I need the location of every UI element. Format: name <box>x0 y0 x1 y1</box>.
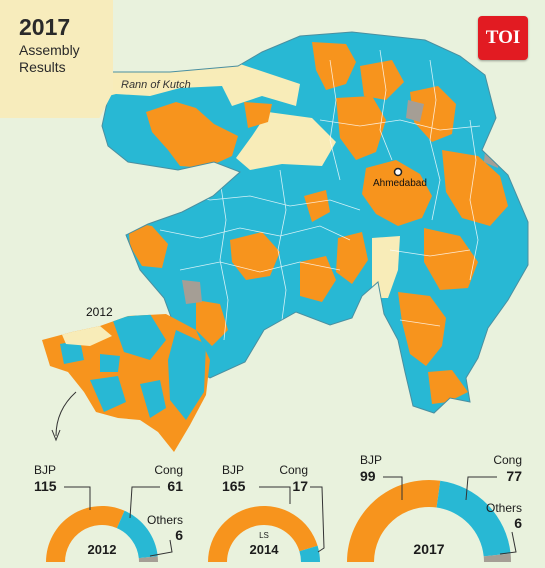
chart-2017-year-label: 2017 <box>413 541 444 557</box>
inset-arrow-head <box>51 429 61 442</box>
label-2017-bjp: BJP <box>360 453 382 467</box>
inset-year-label: 2012 <box>86 305 113 319</box>
chart-2012-slice-cong <box>116 510 158 559</box>
leader-line-4 <box>310 486 325 553</box>
chart-2017-slice-cong <box>436 480 511 557</box>
inset-cong-2 <box>168 330 206 420</box>
bjp-region-kutch-east <box>244 102 272 128</box>
value-2017-cong: 77 <box>506 468 522 484</box>
leader-line-1 <box>129 486 160 519</box>
value-2012-bjp: 115 <box>34 478 57 494</box>
bjp-region-bhavnagar <box>336 232 368 284</box>
bjp-region-misc <box>304 190 330 222</box>
leader-line-3 <box>259 486 291 504</box>
inset-cong-4 <box>140 380 166 418</box>
title-box <box>0 0 113 118</box>
bjp-region-kutch <box>146 102 238 168</box>
chart-2017-slice-others <box>483 553 511 562</box>
bjp-region-north <box>312 42 356 90</box>
chart-2014-year-label: 2014 <box>250 542 280 557</box>
leader-line-2 <box>149 539 173 557</box>
inset-cong-5 <box>60 340 84 364</box>
leader-line-5 <box>383 476 403 500</box>
ahmedabad-label: Ahmedabad <box>373 178 427 189</box>
main-map-outline <box>101 31 529 414</box>
chart-2014-slice-cong <box>299 545 320 562</box>
bjp-region-north2 <box>360 60 404 100</box>
inset-cong-3 <box>90 376 126 412</box>
ahmedabad-marker <box>393 167 403 177</box>
gulf-area <box>236 112 336 170</box>
bjp-region-south <box>398 292 446 366</box>
inset-cong-1 <box>112 314 166 360</box>
leader-line-0 <box>64 486 91 510</box>
bjp-region-east2 <box>442 150 508 226</box>
others-region-2 <box>406 100 424 122</box>
rann-of-kutch-label: Rann of Kutch <box>121 79 191 91</box>
value-2012-cong: 61 <box>167 478 183 494</box>
coastal-strip <box>372 236 400 298</box>
bjp-region-ahmedabad <box>362 160 432 226</box>
label-2017-cong: Cong <box>493 453 522 467</box>
title-line2: Results <box>19 59 66 75</box>
label-2012-others: Others <box>147 513 183 527</box>
others-region-1 <box>182 280 202 304</box>
value-2017-others: 6 <box>514 515 522 531</box>
label-2012-cong: Cong <box>154 463 183 477</box>
label-2014-cong: Cong <box>279 463 308 477</box>
value-2012-others: 6 <box>175 527 183 543</box>
title-line1: Assembly <box>19 42 80 58</box>
title-year: 2017 <box>19 14 71 40</box>
chart-2012-slice-bjp <box>46 505 125 562</box>
bjp-region-east3 <box>424 228 478 290</box>
leader-line-7 <box>499 531 517 555</box>
bjp-region-south-coast <box>196 300 228 346</box>
bjp-region-central <box>336 96 386 160</box>
toi-logo: TOI <box>478 16 528 60</box>
bjp-region-east <box>410 86 456 142</box>
value-2014-cong: 17 <box>292 478 308 494</box>
chart-2012-year-label: 2012 <box>88 542 117 557</box>
label-2012-bjp: BJP <box>34 463 56 477</box>
chart-2017-slice-bjp <box>346 480 441 562</box>
leader-line-6 <box>465 476 497 501</box>
label-2017-others: Others <box>486 501 522 515</box>
value-2017-bjp: 99 <box>360 468 376 484</box>
inset-cong-6 <box>100 354 120 372</box>
chart-2012-slice-others <box>138 556 158 562</box>
bjp-region-south2 <box>428 370 468 404</box>
inset-arrow <box>55 391 77 437</box>
bjp-region-saurashtra-w <box>128 222 168 268</box>
rann-of-kutch-area <box>102 64 300 106</box>
value-2014-bjp: 165 <box>222 478 246 494</box>
label-2014-bjp: BJP <box>222 463 244 477</box>
chart-2014-subtitle: LS <box>259 531 269 540</box>
chart-2014-slice-bjp <box>208 505 318 562</box>
